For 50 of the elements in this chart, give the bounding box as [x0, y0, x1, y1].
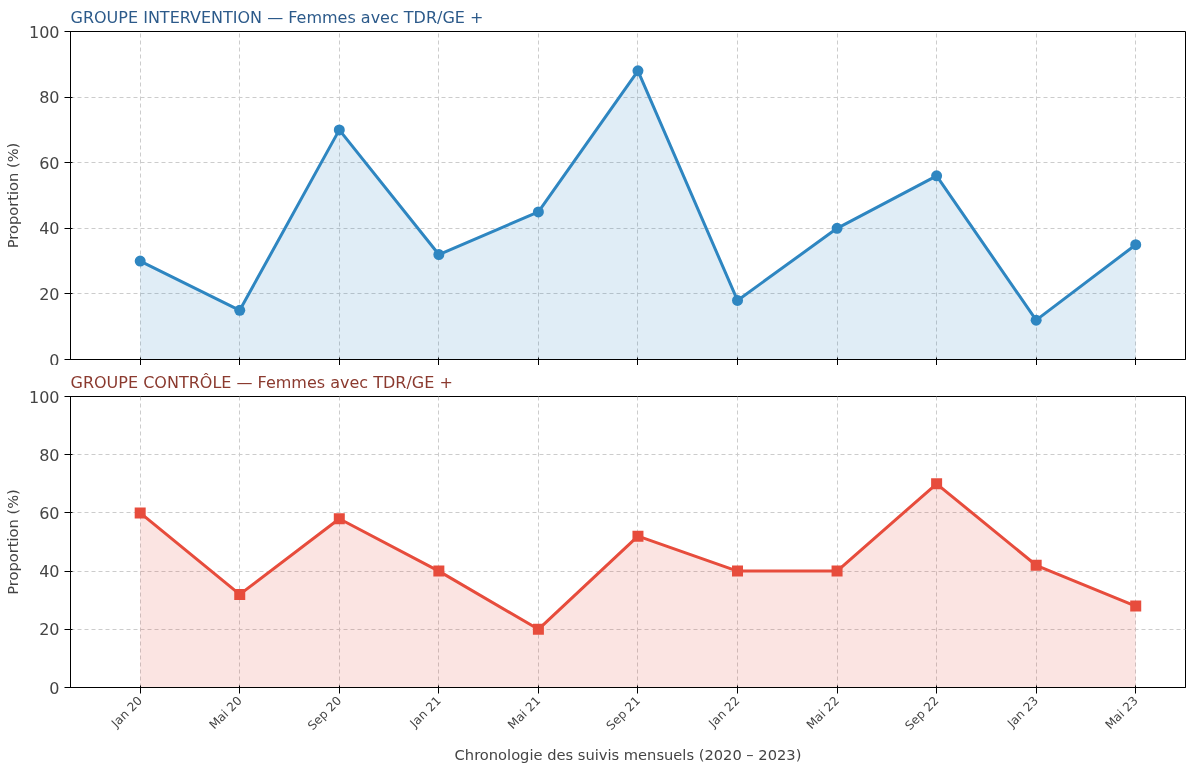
point — [532, 623, 544, 635]
point — [134, 255, 146, 267]
x-tick-label: Mai 20 — [206, 693, 245, 732]
point — [234, 588, 246, 600]
point — [831, 222, 843, 234]
y-tick-label: 40 — [39, 562, 60, 582]
x-tick-label: Jan 21 — [406, 693, 444, 731]
x-tick-label: Sep 22 — [902, 693, 942, 733]
x-tick-label: Mai 23 — [1102, 693, 1141, 732]
x-tick-label: Jan 22 — [705, 693, 743, 731]
x-tick-label: Jan 23 — [1003, 693, 1042, 731]
point — [433, 249, 445, 261]
chart-title: GROUPE CONTRÔLE — Femmes avec TDR/GE + — [70, 372, 453, 392]
point — [433, 565, 445, 577]
point — [1030, 559, 1042, 571]
x-axis-title: Chronologie des suivis mensuels (2020 – 2023) — [454, 745, 802, 763]
point — [134, 507, 146, 519]
y-tick-label: 0 — [49, 350, 60, 370]
x-tick-label: Sep 21 — [603, 693, 643, 733]
point — [632, 65, 644, 77]
point — [1030, 314, 1042, 326]
x-tick-label: Mai 21 — [505, 693, 544, 732]
y-tick-label: 0 — [49, 678, 60, 698]
y-tick-label: 40 — [39, 219, 60, 239]
chart-title: GROUPE INTERVENTION — Femmes avec TDR/GE + — [70, 7, 484, 27]
y-axis-title: Proportion (%) — [3, 489, 21, 595]
y-tick-label: 100 — [28, 22, 60, 42]
point — [532, 206, 544, 218]
y-tick-label: 60 — [39, 153, 60, 173]
y-tick-label: 60 — [39, 503, 60, 523]
y-tick-label: 20 — [39, 620, 60, 640]
x-tick-label: Sep 20 — [304, 693, 345, 733]
point — [831, 565, 843, 577]
point — [931, 478, 943, 490]
point — [632, 530, 644, 542]
point — [1130, 239, 1142, 251]
point — [333, 124, 345, 136]
point — [234, 304, 246, 316]
y-axis-title: Proportion (%) — [3, 142, 21, 249]
point — [333, 513, 345, 525]
point — [732, 294, 744, 306]
y-tick-label: 80 — [39, 445, 60, 465]
point — [732, 565, 744, 577]
y-tick-label: 80 — [39, 88, 60, 108]
x-tick-label: Jan 20 — [107, 693, 146, 731]
x-tick-label: Mai 22 — [803, 693, 843, 732]
point — [1130, 600, 1142, 612]
point — [931, 170, 943, 182]
y-tick-label: 20 — [39, 284, 60, 304]
y-tick-label: 100 — [28, 387, 60, 407]
